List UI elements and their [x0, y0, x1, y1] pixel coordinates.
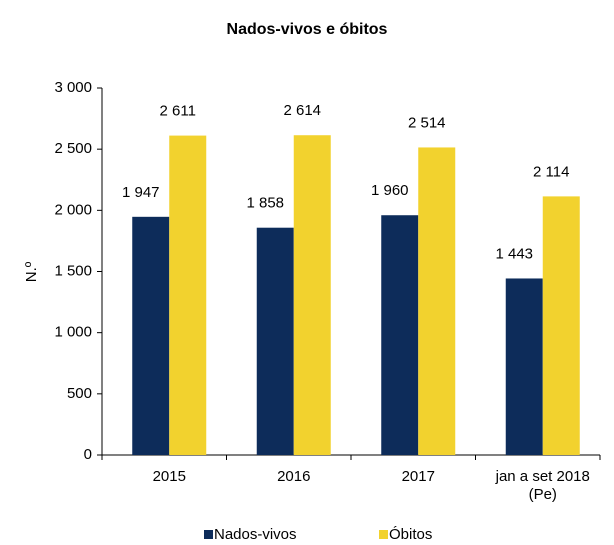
x-tick-label-line: jan a set 2018	[495, 468, 590, 485]
y-tick-label: 1 000	[54, 324, 92, 341]
bar	[505, 278, 543, 455]
bar	[132, 216, 170, 455]
value-label: 1 443	[495, 245, 533, 262]
y-tick-label: 500	[67, 385, 92, 402]
y-tick-label: 0	[84, 446, 92, 463]
bar	[381, 215, 419, 455]
value-label: 2 614	[283, 102, 321, 119]
bar	[169, 135, 207, 456]
value-label: 2 611	[160, 103, 196, 120]
value-label: 1 960	[371, 182, 409, 199]
x-tick-label: 2017	[402, 468, 435, 485]
legend-label: Óbitos	[389, 526, 432, 543]
value-label: 1 947	[122, 184, 160, 201]
y-tick-label: 3 000	[54, 79, 92, 96]
bar	[542, 196, 580, 455]
y-axis-label: N.º	[23, 261, 40, 282]
x-tick-label: jan a set 2018 (Pe)	[495, 468, 590, 503]
value-label: 2 514	[408, 114, 446, 131]
y-tick-label: 1 500	[54, 262, 92, 279]
bar	[256, 227, 294, 455]
x-tick-label: 2015	[153, 468, 186, 485]
y-tick-label: 2 500	[54, 140, 92, 157]
x-tick-label: 2016	[277, 468, 310, 485]
bar	[293, 135, 331, 455]
chart-title: Nados-vivos e óbitos	[227, 21, 388, 38]
y-tick-label: 2 000	[54, 201, 92, 218]
bar	[418, 147, 456, 456]
legend-swatch	[379, 530, 388, 539]
legend-swatch	[204, 530, 213, 539]
legend-label: Nados-vivos	[214, 526, 297, 543]
x-tick-label-line: (Pe)	[529, 486, 557, 503]
value-label: 2 114	[533, 163, 569, 180]
value-label: 1 858	[246, 195, 284, 212]
